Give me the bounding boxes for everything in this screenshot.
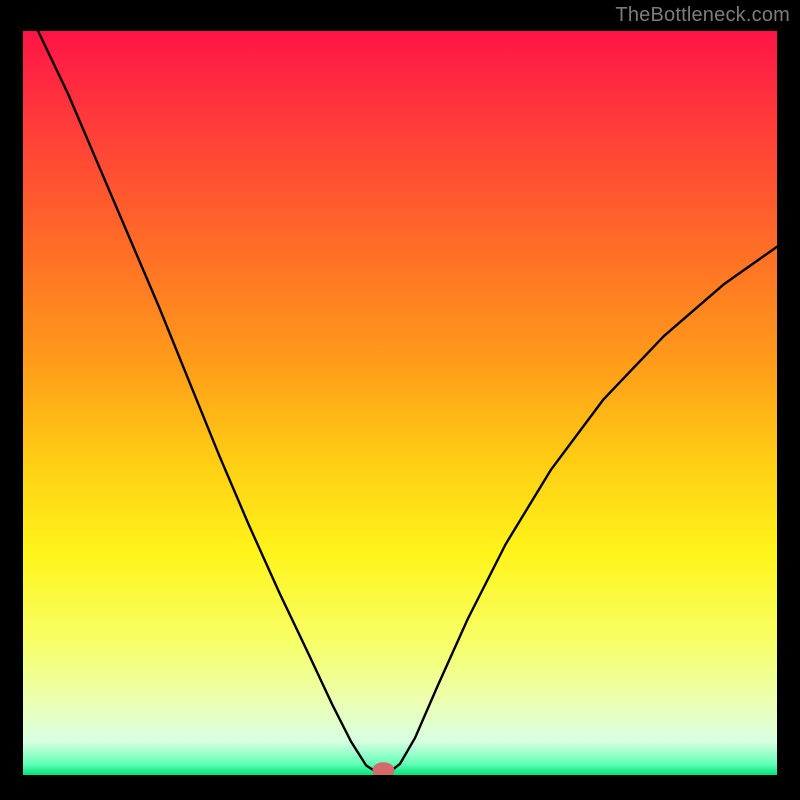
gradient-background (23, 31, 777, 775)
watermark-text: TheBottleneck.com (615, 4, 790, 27)
plot-area (21, 29, 779, 777)
bottleneck-chart: TheBottleneck.com (0, 0, 800, 800)
plot-svg (23, 31, 777, 775)
